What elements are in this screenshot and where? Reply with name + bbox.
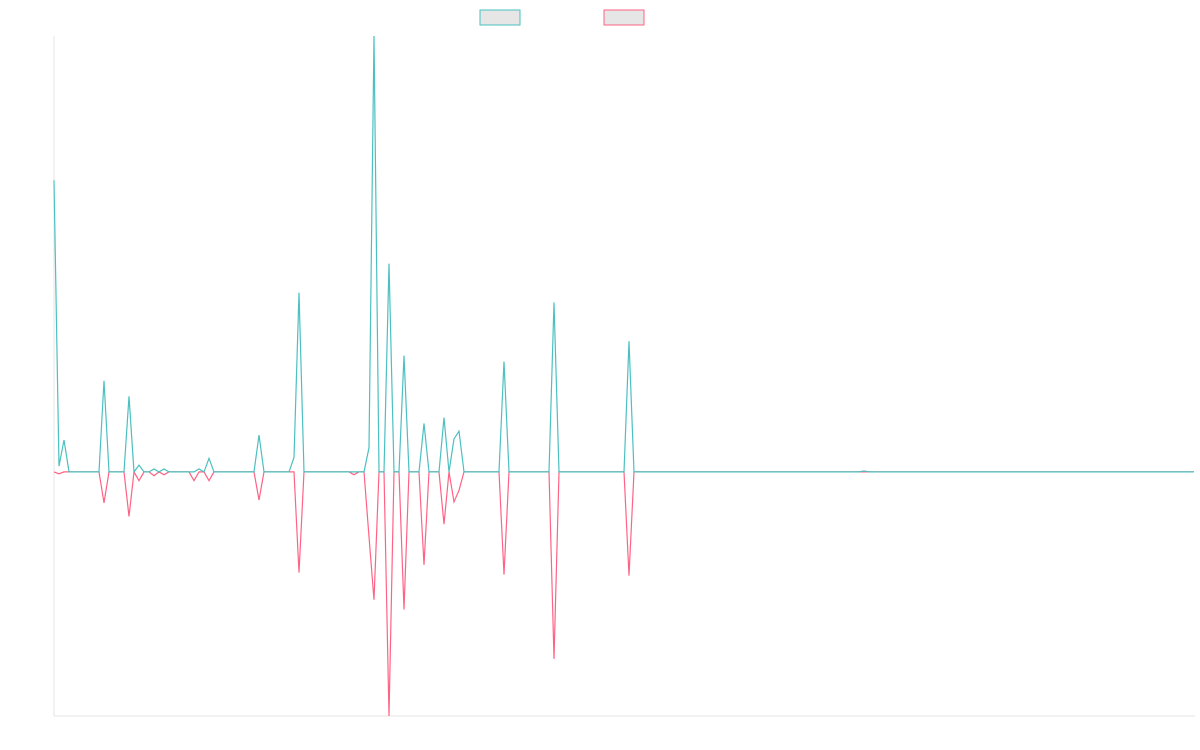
series-line — [53, 470, 1194, 717]
series-line — [53, 35, 1194, 474]
legend-swatch — [479, 9, 521, 26]
legend-swatch — [603, 9, 645, 26]
